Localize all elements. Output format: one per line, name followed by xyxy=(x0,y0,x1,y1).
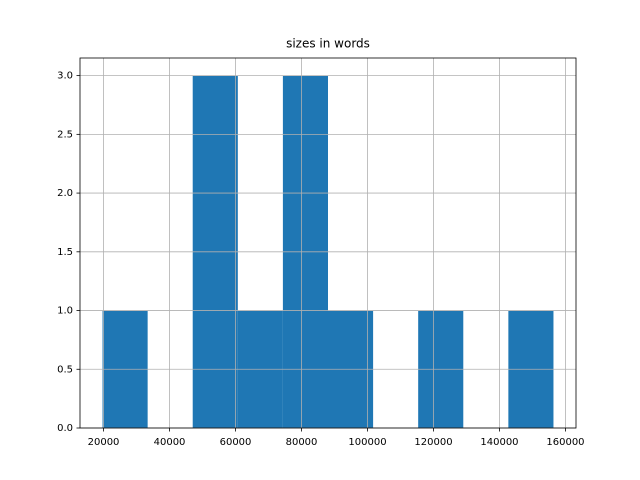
y-tick-label: 3.0 xyxy=(57,71,73,82)
x-tick-label: 100000 xyxy=(348,437,386,448)
y-tick-label: 0.5 xyxy=(57,364,73,375)
x-tick-label: 80000 xyxy=(286,437,318,448)
x-tick-label: 40000 xyxy=(154,437,186,448)
x-tick-label: 160000 xyxy=(546,437,584,448)
x-tick-label: 60000 xyxy=(220,437,252,448)
x-tick-label: 20000 xyxy=(88,437,120,448)
chart-title: sizes in words xyxy=(286,37,370,51)
y-tick-label: 0.0 xyxy=(57,423,73,434)
axes-frame xyxy=(79,57,577,429)
x-tick-label: 120000 xyxy=(414,437,452,448)
x-tick-label: 140000 xyxy=(480,437,518,448)
y-tick-label: 1.5 xyxy=(57,247,73,258)
y-tick-label: 2.5 xyxy=(57,129,73,140)
y-tick-label: 2.0 xyxy=(57,188,73,199)
y-tick-label: 1.0 xyxy=(57,306,73,317)
